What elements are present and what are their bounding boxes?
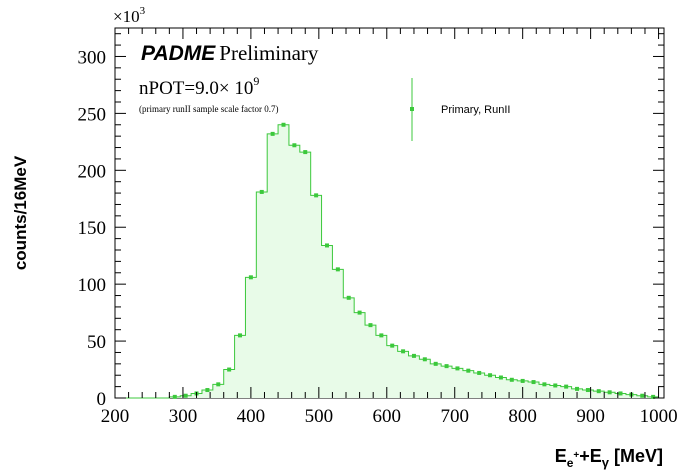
bin-marker [248,275,253,280]
y-tick-label: 0 [97,389,107,410]
legend-label: Primary, RunII [441,104,510,116]
axis-ticks [114,28,664,399]
x-tick-label: 400 [237,406,266,427]
y-axis-title: counts/16MeV [11,155,30,270]
bin-marker [553,383,558,388]
bin-marker [640,393,645,398]
bin-marker [531,380,536,385]
bin-marker [520,378,525,383]
bin-marker [401,349,406,354]
bin-marker [216,382,221,387]
bin-marker [498,375,503,380]
bin-marker [303,150,308,155]
y-tick-label: 250 [78,104,107,125]
legend: Primary, RunII [410,78,510,141]
bin-marker [292,143,297,148]
bin-marker [335,267,340,272]
legend-marker [410,107,414,111]
x-tick-label: 200 [101,406,130,427]
bin-marker [466,368,471,373]
bin-marker [314,193,319,198]
bin-marker [238,333,243,338]
bin-marker [542,382,547,387]
y-tick-label: 100 [78,275,107,296]
bin-marker [270,131,275,136]
bin-marker [651,394,656,399]
bin-marker [585,388,590,393]
bin-marker [183,393,188,398]
y-multiplier: ×103 [113,5,146,26]
experiment-label: PADME Preliminary [141,41,319,65]
y-tick-label: 50 [87,332,106,353]
bin-marker [390,343,395,348]
bin-marker [227,367,232,372]
bin-marker [205,388,210,393]
bin-marker [488,373,493,378]
histogram-bars [115,122,659,399]
scale-note: (primary runII sample scale factor 0.7) [139,104,278,114]
npot-label: nPOT=9.0× 109 [139,74,259,99]
y-tick-label: 300 [78,47,107,68]
bin-marker [379,333,384,338]
bin-marker [607,390,612,395]
bin-marker [477,370,482,375]
bin-marker [281,122,286,127]
bin-marker [346,295,351,300]
x-tick-label: 900 [576,406,605,427]
x-tick-label: 600 [373,406,402,427]
bin-marker [324,243,329,248]
x-tick-label: 1000 [640,406,678,427]
x-tick-label: 300 [169,406,198,427]
histogram-fill [115,124,659,399]
histogram-outline [115,124,659,399]
x-tick-label: 500 [305,406,334,427]
bin-marker [509,377,514,382]
bin-marker [411,353,416,358]
tick-labels: 200 300 400 500 600 700 800 900 1000 0 50 100 150 200… [78,47,678,427]
bin-marker [575,386,580,391]
x-tick-label: 700 [440,406,469,427]
bin-marker [422,357,427,362]
bin-marker [259,189,264,194]
y-tick-label: 200 [78,161,107,182]
bin-marker [172,394,177,399]
bin-marker [618,391,623,396]
bin-marker [368,323,373,328]
bin-marker [444,364,449,369]
y-tick-label: 150 [78,218,107,239]
bin-marker [455,366,460,371]
x-tick-label: 800 [508,406,537,427]
bin-marker [433,361,438,366]
x-axis-title: Ee++Eγ [MeV] [555,446,663,470]
bin-marker [596,389,601,394]
bin-marker [357,310,362,315]
bin-marker [564,384,569,389]
